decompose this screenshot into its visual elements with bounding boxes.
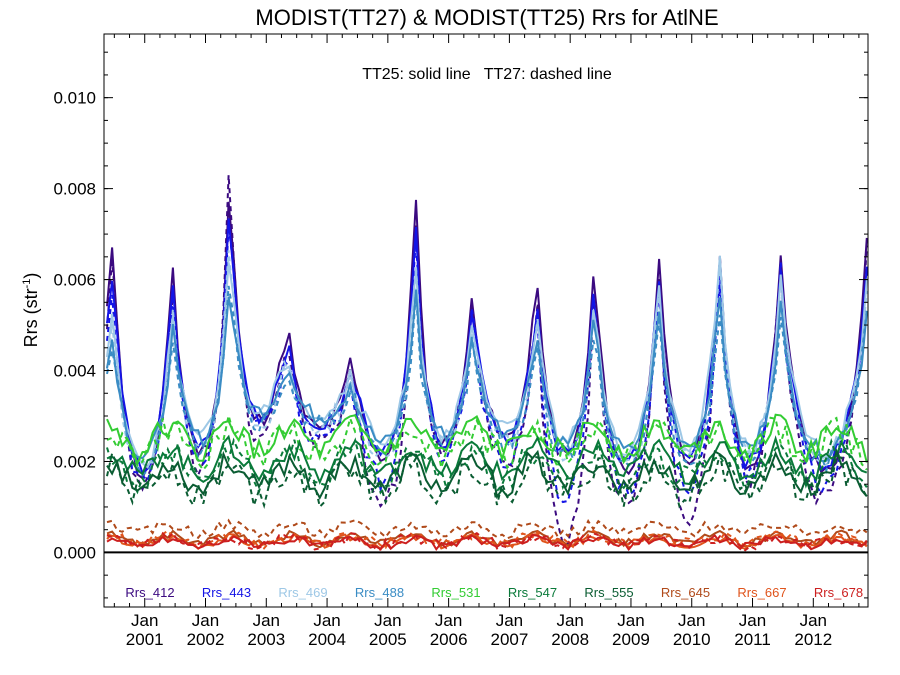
x-tick-year: 2007: [490, 630, 528, 649]
y-tick-label: 0.008: [53, 180, 96, 199]
x-tick-month: Jan: [131, 611, 158, 630]
legend-entry: Rrs_469: [278, 585, 327, 600]
svg-text:Rrs (str-1): Rrs (str-1): [21, 273, 41, 348]
series-line-tt27: [106, 518, 868, 540]
x-tick-year: 2003: [247, 630, 285, 649]
plot-area: 0.0000.0020.0040.0060.0080.010Jan2001Jan…: [53, 33, 869, 649]
x-tick-month: Jan: [435, 611, 462, 630]
legend-entry: Rrs_443: [202, 585, 251, 600]
plot-frame: [103, 33, 869, 608]
x-tick-month: Jan: [678, 611, 705, 630]
legend-entry: Rrs_488: [355, 585, 404, 600]
x-tick-year: 2005: [369, 630, 407, 649]
x-tick-year: 2009: [612, 630, 650, 649]
x-tick-year: 2010: [673, 630, 711, 649]
x-tick-year: 2004: [308, 630, 346, 649]
x-tick-month: Jan: [800, 611, 827, 630]
x-tick-year: 2001: [126, 630, 164, 649]
y-axis-label-sup: -1: [21, 279, 33, 289]
legend-entry: Rrs_555: [584, 585, 633, 600]
series-line-tt25: [106, 532, 868, 550]
series-line-tt27: [106, 225, 868, 504]
series-line-tt27: [106, 437, 868, 496]
legend-entry: Rrs_667: [737, 585, 786, 600]
x-tick-month: Jan: [496, 611, 523, 630]
x-tick-month: Jan: [374, 611, 401, 630]
legend-entry: Rrs_531: [431, 585, 480, 600]
x-tick-year: 2011: [734, 630, 771, 649]
series-line-tt25: [106, 447, 868, 500]
y-axis-label-close: ): [21, 273, 41, 279]
legend: Rrs_412 Rrs_443 Rrs_469 Rrs_488 Rrs_531 Rrs_5…: [125, 585, 863, 600]
x-tick-year: 2002: [187, 630, 225, 649]
series-line-tt25: [106, 289, 868, 462]
legend-entry: Rrs_547: [508, 585, 557, 600]
x-tick-year: 2006: [430, 630, 468, 649]
series-line-tt27: [106, 415, 868, 472]
x-tick-month: Jan: [739, 611, 766, 630]
x-tick-year: 2012: [794, 630, 832, 649]
chart-title: MODIST(TT27) & MODIST(TT25) Rrs for AtlN…: [255, 5, 718, 30]
line-style-note: TT25: solid line TT27: dashed line: [362, 66, 612, 83]
y-tick-label: 0.002: [53, 452, 96, 471]
x-tick-month: Jan: [313, 611, 340, 630]
y-axis-label: Rrs (str-1): [21, 273, 41, 348]
y-tick-label: 0.004: [53, 362, 96, 381]
series-layer: [106, 175, 868, 552]
legend-entry: Rrs_412: [125, 585, 174, 600]
legend-entry: Rrs_645: [661, 585, 710, 600]
x-tick-month: Jan: [617, 611, 644, 630]
series-line-tt27: [106, 285, 868, 477]
series-line-tt25: [106, 413, 868, 467]
x-tick-month: Jan: [253, 611, 280, 630]
y-tick-label: 0.006: [53, 271, 96, 290]
x-tick-month: Jan: [192, 611, 219, 630]
series-line-tt25: [106, 199, 868, 480]
series-line-tt25: [106, 533, 868, 552]
series-line-tt27: [106, 450, 868, 510]
y-tick-label: 0.000: [53, 543, 96, 562]
x-tick-month: Jan: [556, 611, 583, 630]
legend-entry: Rrs_678: [814, 585, 863, 600]
ticks-layer: 0.0000.0020.0040.0060.0080.010Jan2001Jan…: [53, 34, 868, 649]
series-line-tt27: [106, 531, 868, 552]
y-axis-label-text: Rrs (str: [21, 288, 41, 347]
x-tick-year: 2008: [551, 630, 589, 649]
y-tick-label: 0.010: [53, 89, 96, 108]
